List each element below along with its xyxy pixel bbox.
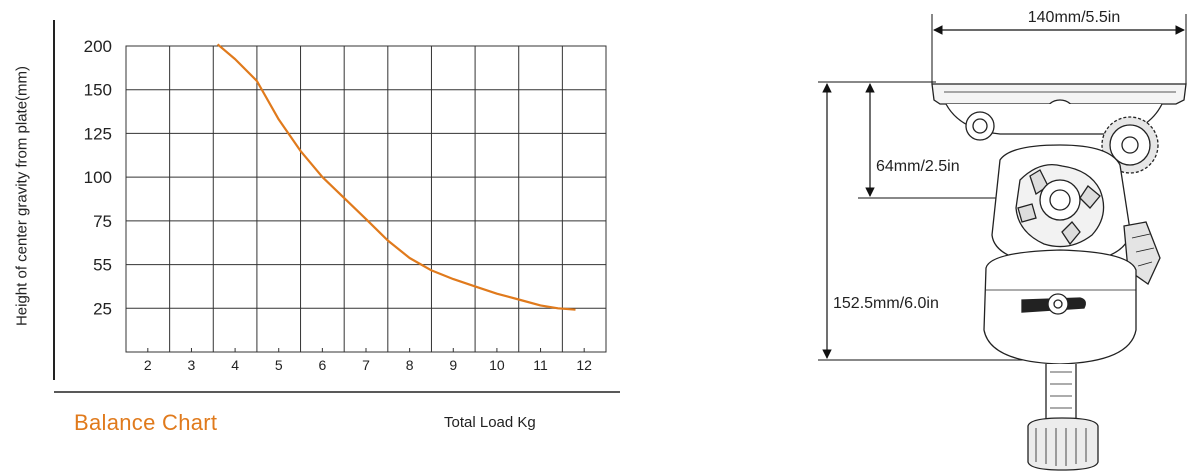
balance-chart: 200 150 125 100 75 55 25 2 3 4 5 6 7 8 9 10 11 12 (53, 20, 620, 393)
chart-series (216, 43, 576, 311)
x-tick-label: 6 (318, 357, 326, 373)
chart-title: Balance Chart (74, 410, 218, 435)
y-tick-label: 75 (93, 212, 112, 231)
y-tick-label: 125 (84, 124, 112, 143)
upper-height-label: 64mm/2.5in (876, 158, 960, 175)
x-tick-label: 5 (275, 357, 283, 373)
fluid-head-illustration (931, 83, 1187, 471)
chart-grid (125, 45, 607, 353)
width-dimension: 140mm/5.5in (931, 9, 1187, 84)
x-tick-label: 9 (449, 357, 457, 373)
y-tick-label: 55 (93, 256, 112, 275)
x-tick-label: 12 (576, 357, 592, 373)
chart-ticks: 200 150 125 100 75 55 25 2 3 4 5 6 7 8 9 10 11 12 (84, 37, 593, 373)
x-tick-label: 8 (406, 357, 414, 373)
y-tick-label: 200 (84, 37, 112, 56)
x-tick-label: 7 (362, 357, 370, 373)
y-tick-label: 100 (84, 168, 112, 187)
total-height-dimension: 152.5mm/6.0in (818, 81, 1030, 361)
x-tick-label: 10 (489, 357, 505, 373)
x-axis-label: Total Load Kg (444, 414, 536, 431)
x-tick-label: 2 (144, 357, 152, 373)
y-tick-label: 25 (93, 299, 112, 318)
width-label: 140mm/5.5in (1028, 9, 1121, 26)
x-tick-label: 3 (188, 357, 196, 373)
x-tick-label: 11 (533, 357, 548, 373)
total-height-label: 152.5mm/6.0in (833, 295, 939, 312)
x-tick-label: 4 (231, 357, 239, 373)
balance-curve (216, 43, 576, 311)
y-tick-label: 150 (84, 81, 112, 100)
